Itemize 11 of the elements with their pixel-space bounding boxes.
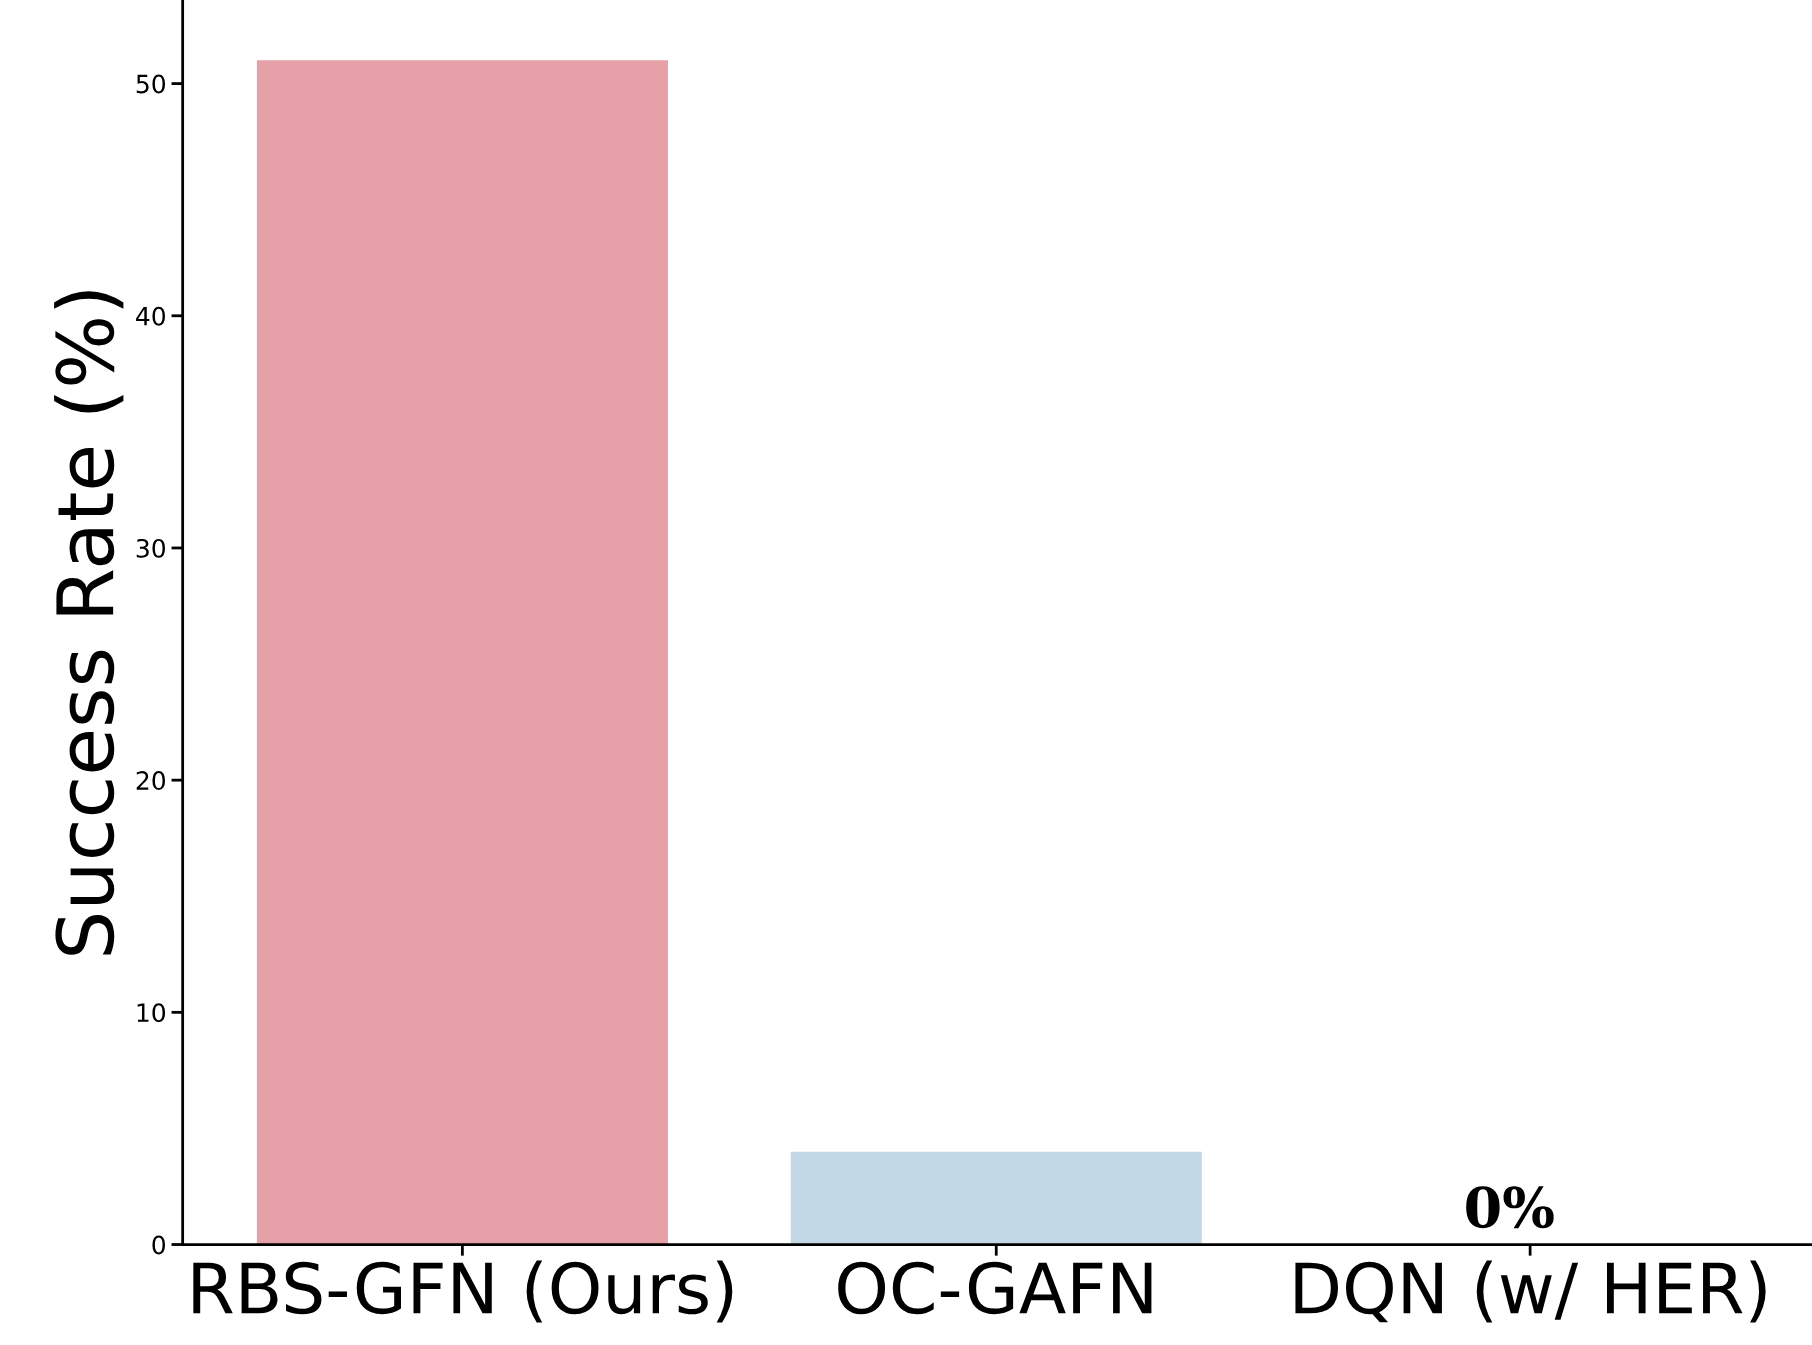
y-tick-label: 0 — [152, 1235, 166, 1255]
y-axis-title: Success Rate (%) — [54, 291, 124, 955]
y-tick-label: 40 — [136, 306, 166, 326]
x-tick-label: DQN (w/ HER) — [1295, 1260, 1766, 1323]
x-tick-label: RBS-GFN (Ours) — [193, 1260, 733, 1323]
y-tick-label: 50 — [136, 74, 166, 94]
y-tick-label: 20 — [136, 771, 166, 791]
x-tick-label: OC-GAFN — [838, 1261, 1152, 1315]
y-tick-label: 30 — [136, 538, 166, 558]
y-tick-label: 10 — [137, 1003, 166, 1023]
annotation: 0% — [1466, 1186, 1554, 1229]
